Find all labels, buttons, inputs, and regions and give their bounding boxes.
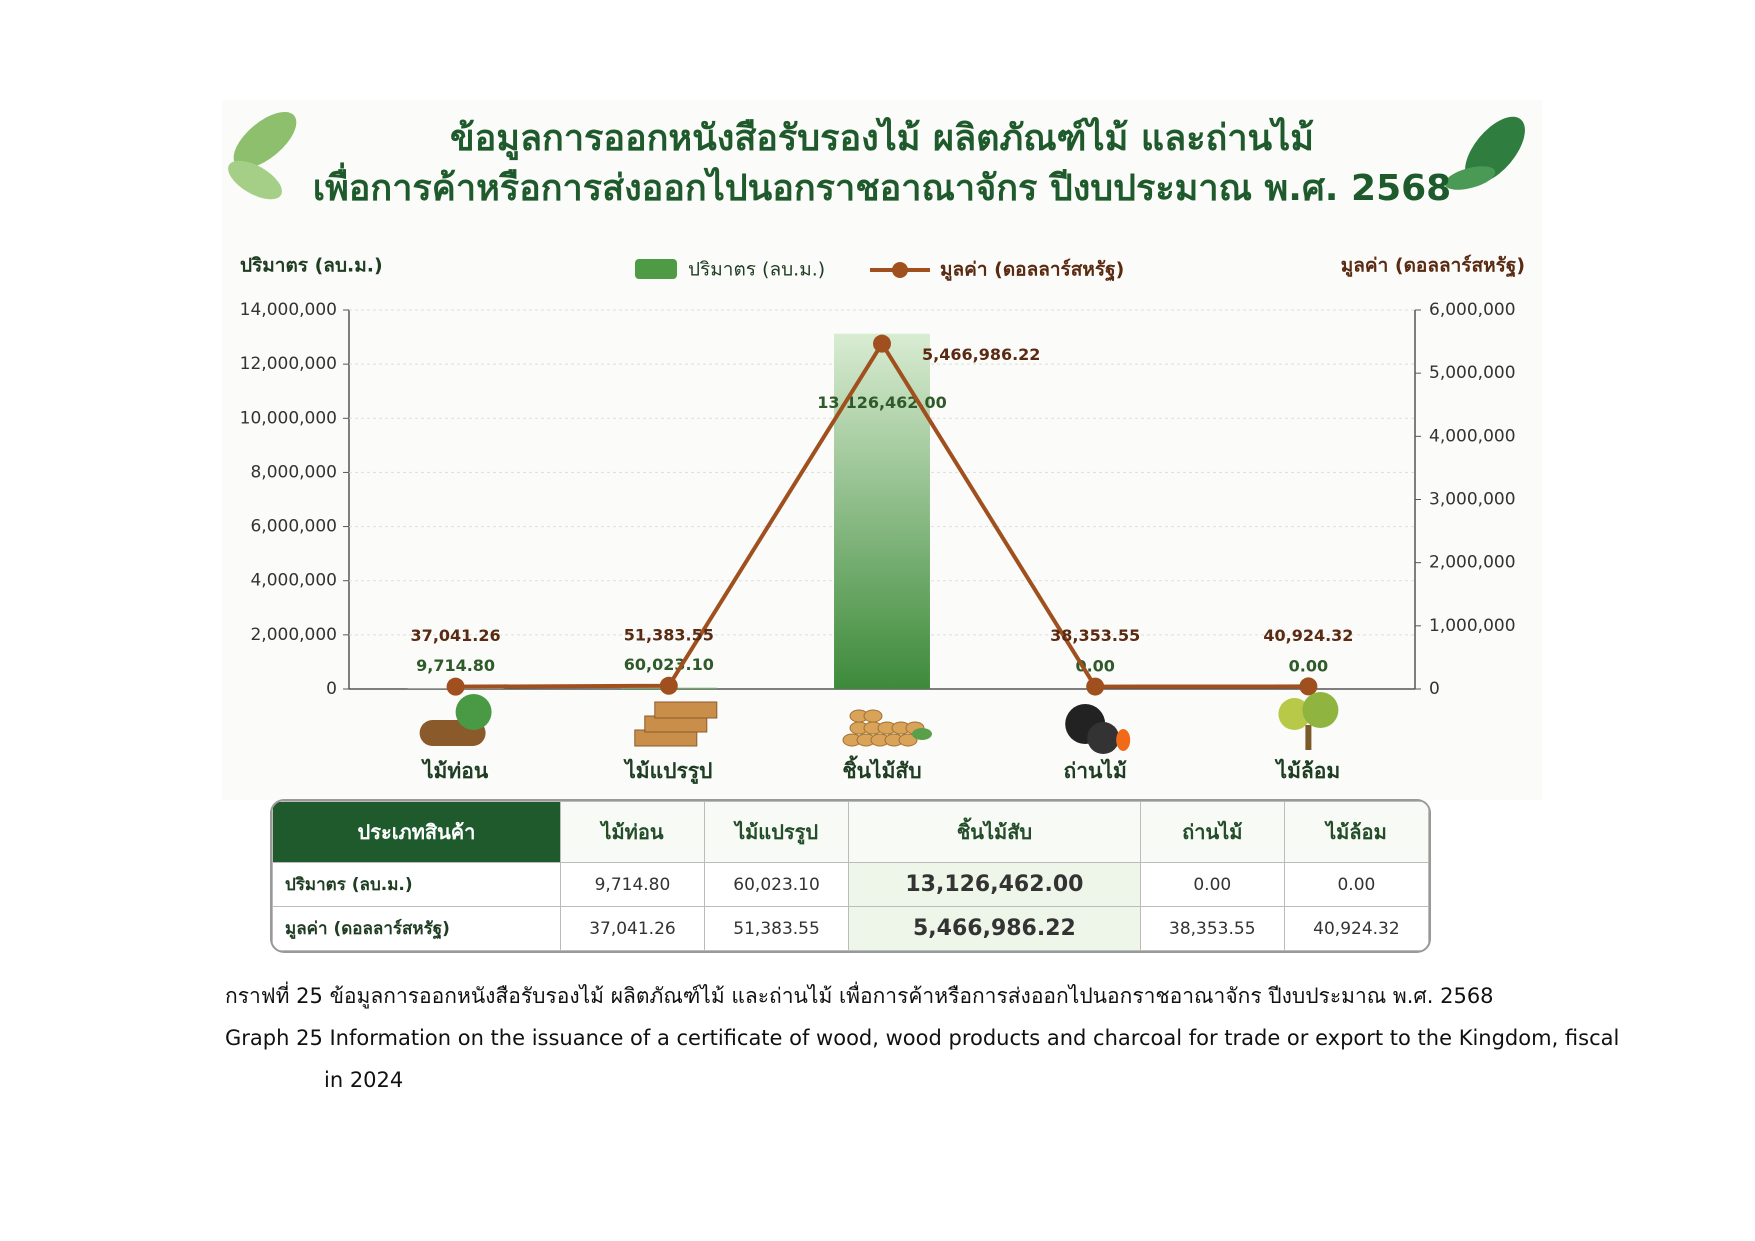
table-cell: 0.00 <box>1283 862 1429 907</box>
y2-tick-label: 4,000,000 <box>1429 426 1516 446</box>
x-tick-label: ไม้แปรรูป <box>623 758 712 785</box>
caption-en: Graph 25 Information on the issuance of … <box>225 1026 1620 1092</box>
category-icon <box>842 709 932 747</box>
chart-title: ข้อมูลการออกหนังสือรับรองไม้ ผลิตภัณฑ์ไม… <box>450 116 1314 161</box>
line-value-label: 40,924.32 <box>1263 626 1353 645</box>
table-cell: 37,041.26 <box>559 906 706 951</box>
y2-tick-label: 3,000,000 <box>1429 490 1516 510</box>
x-tick-label: ไม้ท่อน <box>421 758 489 783</box>
y-tick-label: 2,000,000 <box>250 625 337 645</box>
y-tick-label: 0 <box>326 679 337 699</box>
line-value-label: 37,041.26 <box>411 626 501 645</box>
table-cell: 9,714.80 <box>559 862 706 907</box>
legend-label: ปริมาตร (ลบ.ม.) <box>688 259 825 281</box>
line-value-label: 5,466,986.22 <box>922 345 1040 364</box>
x-tick-label: ไม้ล้อม <box>1275 758 1341 783</box>
y2-tick-label: 2,000,000 <box>1429 553 1516 573</box>
bar <box>834 333 930 689</box>
legend-swatch <box>635 259 677 279</box>
leaf-left <box>228 111 297 200</box>
y-tick-label: 14,000,000 <box>240 300 337 320</box>
y-axis-label: ปริมาตร (ลบ.ม.) <box>240 255 383 277</box>
icon <box>1116 729 1131 751</box>
line-point <box>1086 677 1105 696</box>
table-cell: ปริมาตร (ลบ.ม.) <box>272 862 561 907</box>
table-header-cell: ถ่านไม้ <box>1139 801 1285 863</box>
y-tick-label: 6,000,000 <box>250 517 337 537</box>
table-cell: 60,023.10 <box>704 862 850 907</box>
y2-tick-label: 1,000,000 <box>1429 616 1516 636</box>
icon <box>455 694 492 730</box>
category-icon <box>1278 692 1339 750</box>
table-header-cell: ประเภทสินค้า <box>272 801 561 863</box>
category-icon <box>634 701 718 747</box>
legend-swatch <box>892 262 908 278</box>
legend-label: มูลค่า (ดอลลาร์สหรัฐ) <box>940 259 1124 283</box>
line-value-label: 51,383.55 <box>624 625 714 644</box>
caption-th: กราฟที่ 25 ข้อมูลการออกหนังสือรับรองไม้ … <box>225 984 1494 1008</box>
data-table: ประเภทสินค้า ไม้ท่อน ไม้แปรรูป ชิ้นไม้สับ ถ่… <box>272 801 1429 951</box>
table-header-cell: ไม้แปรรูป <box>704 801 850 863</box>
icon <box>654 701 718 719</box>
table-cell: 40,924.32 <box>1283 906 1429 951</box>
table-header-row: ประเภทสินค้า ไม้ท่อน ไม้แปรรูป ชิ้นไม้สับ ถ่… <box>272 801 1429 863</box>
x-tick-label: ถ่านไม้ <box>1064 758 1127 783</box>
caption: กราฟที่ 25 ข้อมูลการออกหนังสือรับรองไม้ … <box>225 975 1645 1101</box>
y-tick-label: 4,000,000 <box>250 571 337 591</box>
line-point <box>1299 677 1318 696</box>
table-row: มูลค่า (ดอลลาร์สหรัฐ) 37,041.26 51,383.55 5… <box>272 906 1429 951</box>
table-header-cell: ไม้ล้อม <box>1283 801 1429 863</box>
chart: ข้อมูลการออกหนังสือรับรองไม้ ผลิตภัณฑ์ไม… <box>228 111 1525 785</box>
icon <box>863 709 883 723</box>
y-tick-label: 12,000,000 <box>240 354 337 374</box>
y-tick-label: 10,000,000 <box>240 408 337 428</box>
table-cell: มูลค่า (ดอลลาร์สหรัฐ) <box>272 906 561 951</box>
bar-value-label: 0.00 <box>1289 657 1328 676</box>
table-cell: 0.00 <box>1139 862 1285 907</box>
icon <box>1087 722 1120 754</box>
icon <box>1278 698 1311 730</box>
category-icon <box>419 694 492 746</box>
table-header-cell: ไม้ท่อน <box>559 801 706 863</box>
line-point <box>446 677 465 696</box>
line-value-label: 38,353.55 <box>1050 626 1140 645</box>
icon <box>1305 725 1312 750</box>
table-cell: 13,126,462.00 <box>848 862 1141 907</box>
icon <box>912 728 932 740</box>
line-point <box>873 334 891 353</box>
table-cell: 38,353.55 <box>1139 906 1285 951</box>
leaf-right <box>1444 116 1525 190</box>
table-cell: 5,466,986.22 <box>848 906 1141 951</box>
line-point <box>659 676 678 695</box>
x-tick-label: ชิ้นไม้สับ <box>842 755 921 783</box>
chart-title: เพื่อการค้าหรือการส่งออกไปนอกราชอาณาจักร… <box>313 162 1451 209</box>
table-row: ปริมาตร (ลบ.ม.) 9,714.80 60,023.10 13,126,4… <box>272 862 1429 907</box>
icon <box>1302 692 1339 728</box>
bar-value-label: 13,126,462.00 <box>817 393 947 412</box>
bar-value-label: 9,714.80 <box>416 656 495 675</box>
table-cell: 51,383.55 <box>704 906 850 951</box>
table-header-cell: ชิ้นไม้สับ <box>848 801 1141 863</box>
category-icon <box>1065 704 1131 754</box>
y2-axis-label: มูลค่า (ดอลลาร์สหรัฐ) <box>1341 255 1525 279</box>
y2-tick-label: 5,000,000 <box>1429 363 1516 383</box>
y2-tick-label: 0 <box>1429 679 1440 699</box>
icon <box>898 733 918 747</box>
bar-value-label: 60,023.10 <box>624 655 714 674</box>
y2-tick-label: 6,000,000 <box>1429 300 1516 320</box>
y-tick-label: 8,000,000 <box>250 462 337 482</box>
